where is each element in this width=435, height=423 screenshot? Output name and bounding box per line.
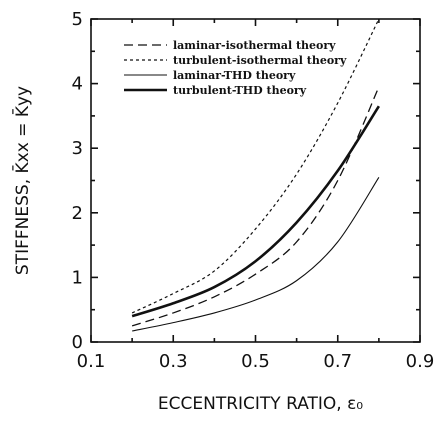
y-tick-label: 1 xyxy=(72,267,83,288)
y-axis-label: STIFFNESS, K̄xx = K̄yy xyxy=(11,86,33,275)
x-tick-label: 0.7 xyxy=(323,351,352,372)
x-tick-label: 0.3 xyxy=(159,351,188,372)
y-tick-label: 2 xyxy=(72,203,83,224)
series-line-laminar-isothermal xyxy=(131,86,380,327)
series-line-laminar-thd xyxy=(132,176,380,332)
legend-label-turbulent-isothermal: turbulent-isothermal theory xyxy=(173,54,347,67)
y-tick-label: 3 xyxy=(72,138,83,159)
y-tick-label: 5 xyxy=(72,9,83,30)
series-line-turbulent-thd xyxy=(131,105,380,318)
x-tick-label: 0.5 xyxy=(241,351,270,372)
legend-label-laminar-isothermal: laminar-isothermal theory xyxy=(173,39,336,52)
x-tick-label: 0.1 xyxy=(77,351,106,372)
legend-label-laminar-thd: laminar-THD theory xyxy=(173,69,296,82)
axes xyxy=(90,18,421,343)
y-tick-label: 4 xyxy=(72,74,83,95)
plot-frame xyxy=(90,18,421,343)
y-tick-label: 0 xyxy=(72,332,83,353)
legend-label-turbulent-thd: turbulent-THD theory xyxy=(173,84,307,97)
x-axis-label: ECCENTRICITY RATIO, ε₀ xyxy=(158,394,363,414)
legend: laminar-isothermal theory turbulent-isoth… xyxy=(124,39,347,97)
series-line-turbulent-isothermal xyxy=(131,18,380,314)
series-lines xyxy=(131,18,380,332)
tick-labels: 0.1 0.3 0.5 0.7 0.9 0 1 2 3 4 5 xyxy=(72,9,435,372)
x-tick-label: 0.9 xyxy=(406,351,435,372)
